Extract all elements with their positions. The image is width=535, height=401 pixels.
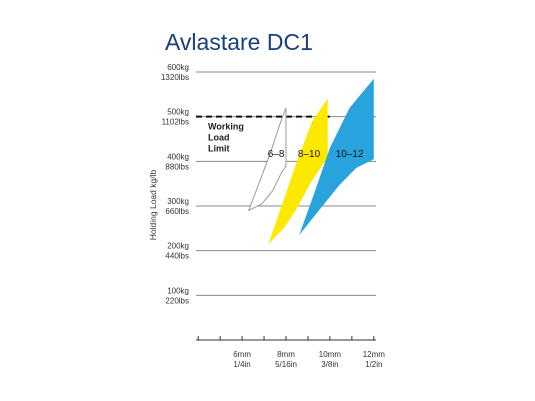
series-area-1 [268, 98, 328, 244]
series-label-1: 8–10 [298, 149, 321, 160]
axes [196, 336, 376, 341]
gridlines [196, 71, 376, 296]
y-tick-label-lbs-400: 880lbs [165, 162, 189, 171]
y-tick-label-kg-600: 600kg [167, 63, 189, 72]
x-tick-label-mm-8: 8mm [277, 350, 295, 359]
series-area-0 [247, 107, 287, 212]
y-tick-label-kg-500: 500kg [167, 108, 189, 117]
series-label-0: 6–8 [268, 149, 285, 160]
y-tick-label-kg-400: 400kg [167, 152, 189, 161]
chart-title: Avlastare DC1 [165, 29, 313, 55]
x-tick-label-in-8: 5/16in [275, 360, 297, 369]
series-label-2: 10–12 [336, 149, 364, 160]
series-labels: 6–8 8–10 10–12 [268, 149, 364, 160]
x-tick-label-in-6: 1/4in [233, 360, 250, 369]
x-tick-label-in-12: 1/2in [365, 360, 382, 369]
series-area-2 [299, 78, 374, 235]
x-tick-label-mm-12: 12mm [363, 350, 386, 359]
series-areas [247, 78, 374, 244]
x-tick-label-in-10: 3/8in [321, 360, 338, 369]
working-load-limit-label-line-2: Load [208, 133, 230, 143]
x-tick-label-mm-10: 10mm [319, 350, 342, 359]
y-axis-label: Holding Load kg/lb [148, 170, 158, 241]
y-tick-label-lbs-100: 220lbs [165, 296, 189, 305]
y-tick-label-lbs-200: 440lbs [165, 252, 189, 261]
y-tick-label-kg-300: 300kg [167, 197, 189, 206]
y-tick-label-lbs-300: 660lbs [165, 207, 189, 216]
x-tick-label-mm-6: 6mm [233, 350, 251, 359]
working-load-limit-label-line-1: Working [208, 122, 244, 132]
y-tick-label-lbs-500: 1102lbs [162, 118, 189, 127]
y-tick-label-kg-200: 200kg [167, 242, 189, 251]
y-tick-label-lbs-600: 1320lbs [161, 73, 189, 82]
working-load-limit-label-line-3: Limit [208, 144, 230, 154]
y-tick-label-kg-100: 100kg [167, 286, 189, 295]
